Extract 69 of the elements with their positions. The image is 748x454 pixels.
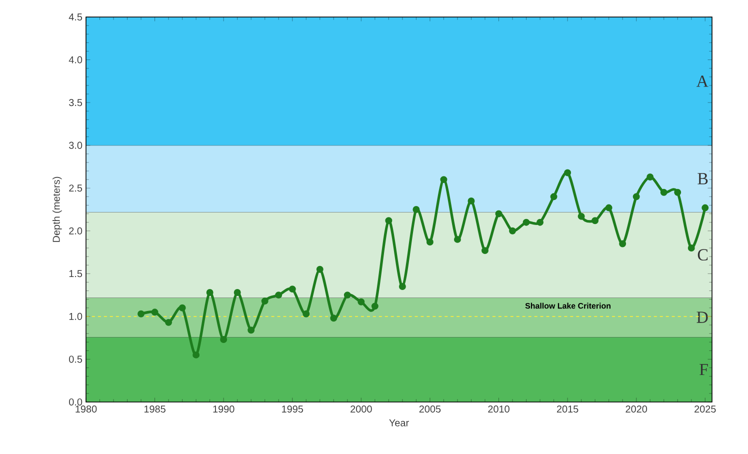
point [248, 326, 255, 334]
point [509, 227, 516, 234]
x-tick-label: 1995 [282, 406, 304, 413]
band-label: D [696, 312, 708, 323]
band-label: A [696, 76, 708, 87]
point [522, 218, 530, 226]
x-tick-label: 2025 [694, 406, 716, 413]
y-tick-label: 2.5 [69, 184, 82, 192]
x-tick-label: 2015 [556, 406, 578, 413]
y-tick-label: 1.5 [69, 270, 82, 278]
band-label: B [698, 173, 708, 184]
x-tick-label: 1990 [213, 406, 234, 413]
point [605, 204, 612, 212]
y-tick-label: 2.0 [69, 227, 82, 234]
x-tick-label: 2005 [419, 406, 441, 413]
y-tick-label: 4.5 [68, 14, 82, 20]
y-axis-title: Depth (meters) [52, 176, 62, 242]
y-tick-label: 1.0 [69, 312, 82, 320]
y-tick-label: 4.0 [68, 56, 82, 64]
point [220, 336, 228, 344]
y-tick-label: 0.5 [69, 356, 82, 363]
point [592, 217, 599, 224]
point [674, 188, 682, 196]
point [275, 292, 282, 299]
point [234, 289, 241, 296]
point [646, 174, 654, 180]
point [564, 169, 572, 176]
point [206, 289, 214, 296]
x-tick-label: 1980 [76, 406, 97, 413]
point [371, 302, 378, 310]
point [358, 298, 365, 306]
point [578, 212, 585, 220]
point [426, 238, 434, 246]
point [454, 236, 461, 243]
y-tick-label: 3.0 [69, 142, 82, 149]
point [151, 308, 158, 316]
point [702, 204, 709, 212]
point [178, 304, 186, 312]
point [550, 193, 558, 200]
x-tick-label: 2010 [488, 406, 510, 413]
y-tick-label: 0.0 [69, 398, 82, 406]
point [440, 176, 448, 184]
point [495, 210, 502, 218]
point [261, 298, 268, 305]
point [398, 283, 406, 290]
point [482, 247, 488, 254]
point [385, 217, 392, 224]
point [412, 206, 420, 213]
point [536, 218, 544, 226]
y-tick-label: 3.5 [69, 99, 82, 106]
point [688, 244, 695, 252]
x-axis-title: Year [389, 419, 409, 426]
band-label: F [700, 364, 708, 376]
point [619, 240, 626, 248]
point [468, 197, 475, 204]
point [330, 314, 338, 322]
point [288, 286, 296, 293]
point [660, 188, 668, 196]
point [165, 318, 172, 326]
x-tick-label: 1985 [144, 406, 166, 413]
x-tick-label: 2000 [350, 406, 372, 413]
point [316, 266, 324, 273]
point [632, 193, 640, 200]
point [138, 310, 145, 318]
band-label: C [698, 249, 708, 261]
point [302, 310, 310, 318]
point [344, 292, 351, 299]
point [192, 351, 200, 358]
x-tick-label: 2020 [626, 406, 648, 413]
